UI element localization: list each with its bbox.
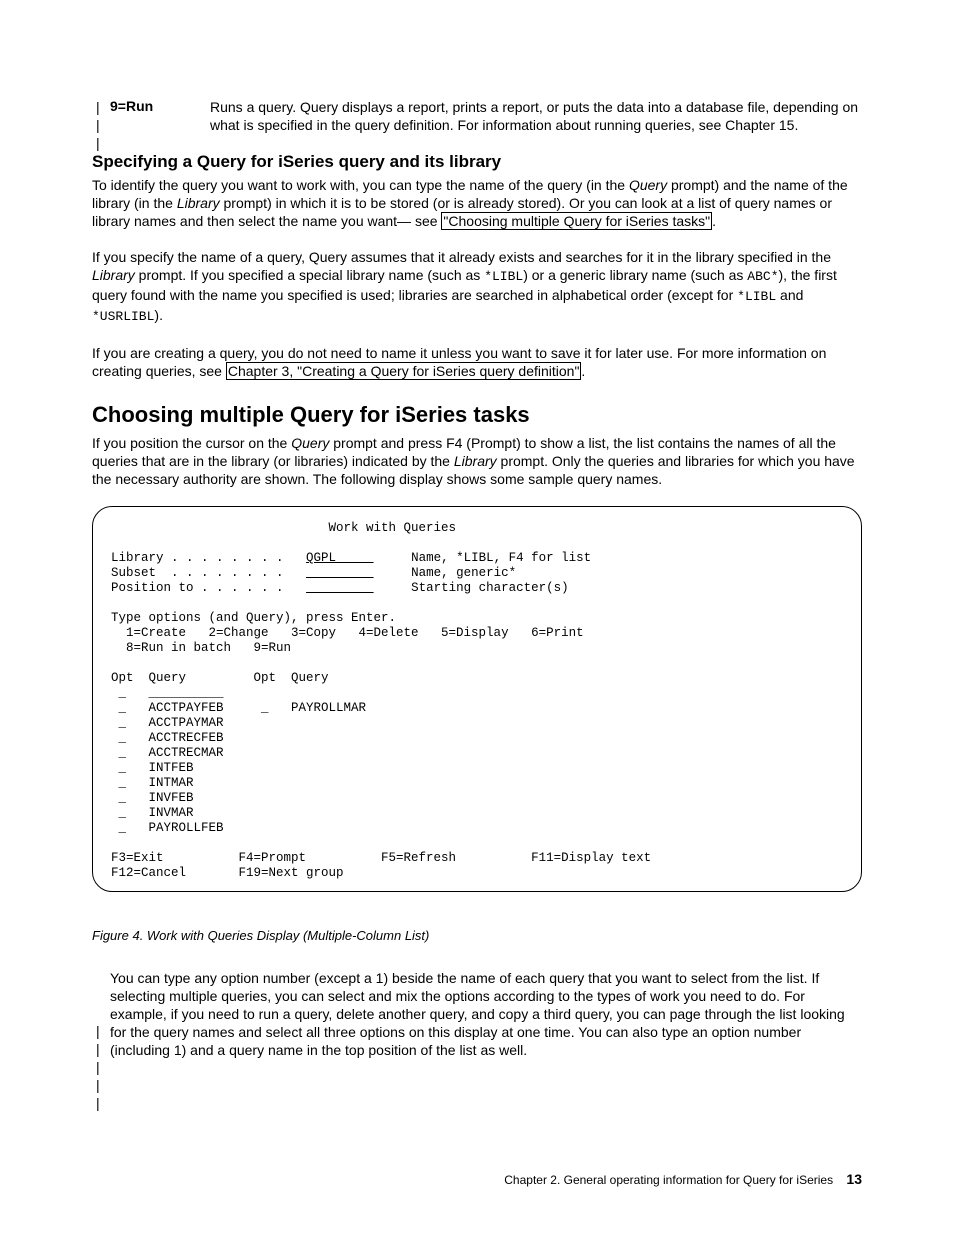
code-usrlibl: *USRLIBL [92,309,154,324]
text: To identify the query you want to work w… [92,177,629,193]
change-bar-top: | | | [96,98,100,152]
code-libl: *LIBL [484,269,523,284]
figure-caption: Figure 4. Work with Queries Display (Mul… [92,928,862,943]
code-libl: *LIBL [737,289,776,304]
text: If you position the cursor on the [92,435,291,451]
library-prompt-name: Library [177,195,220,211]
footer-page-number: 13 [846,1171,862,1187]
link-chapter3[interactable]: Chapter 3, "Creating a Query for iSeries… [226,362,582,380]
text: ). [154,307,163,323]
query-prompt-name: Query [291,435,329,451]
definition-row: 9=Run Runs a query. Query displays a rep… [110,98,862,134]
definition-term: 9=Run [110,98,210,134]
library-prompt-name: Library [454,453,497,469]
terminal-display: Work with Queries Library . . . . . . . … [92,506,862,892]
section1-para2: If you specify the name of a query, Quer… [92,248,862,326]
section2-heading: Choosing multiple Query for iSeries task… [92,402,862,428]
text: prompt. If you specified a special libra… [135,267,484,283]
text: and [776,287,803,303]
text: ) or a generic library name (such as [523,267,747,283]
code-abc: ABC* [747,269,778,284]
change-bar-bottom: | | | | | [96,1022,100,1112]
section2-para1: If you position the cursor on the Query … [92,434,862,488]
library-prompt-name: Library [92,267,135,283]
link-choosing-tasks[interactable]: "Choosing multiple Query for iSeries tas… [441,212,712,230]
section1-para1: To identify the query you want to work w… [92,176,862,230]
page-footer: Chapter 2. General operating information… [504,1171,862,1187]
definition-desc: Runs a query. Query displays a report, p… [210,98,862,134]
footer-chapter: Chapter 2. General operating information… [504,1173,833,1187]
page-content: | | | 9=Run Runs a query. Query displays… [0,0,954,1137]
text: . [712,213,716,229]
text: If you specify the name of a query, Quer… [92,249,831,265]
section1-heading: Specifying a Query for iSeries query and… [92,152,862,172]
section1-para3: If you are creating a query, you do not … [92,344,862,380]
closing-para: You can type any option number (except a… [110,969,862,1059]
text: . [581,363,585,379]
query-prompt-name: Query [629,177,667,193]
